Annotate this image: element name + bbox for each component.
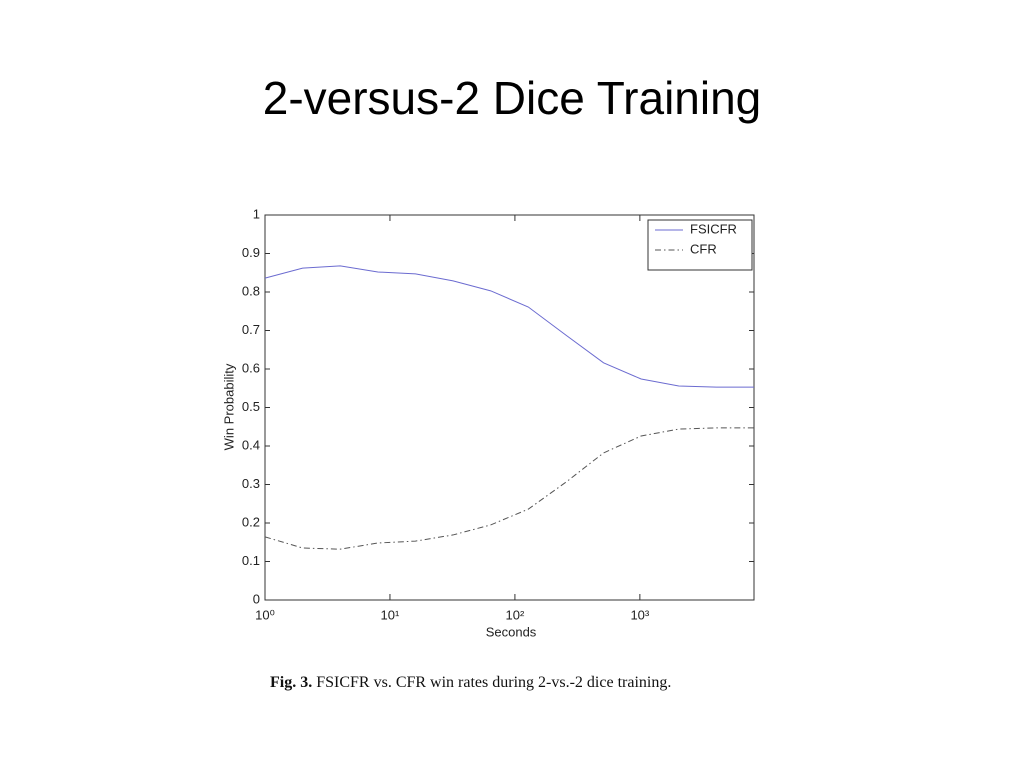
caption-text: FSICFR vs. CFR win rates during 2-vs.-2 …: [316, 674, 671, 691]
x-tick-label: 10¹: [381, 607, 400, 622]
series-line: [264, 265, 754, 388]
series-line: [264, 427, 754, 550]
x-axis-label: Seconds: [486, 624, 537, 639]
legend-label: FSICFR: [690, 221, 737, 236]
legend-label: CFR: [690, 241, 717, 256]
y-tick-label: 0.3: [242, 476, 260, 491]
y-tick-label: 0.9: [242, 245, 260, 260]
y-tick-label: 0.8: [242, 283, 260, 298]
y-tick-label: 0.4: [242, 437, 260, 452]
x-tick-label: 10²: [506, 607, 525, 622]
caption: Fig. 3. FSICFR vs. CFR win rates during …: [270, 674, 671, 691]
y-tick-label: 1: [253, 206, 260, 221]
plot-frame: [264, 214, 755, 601]
x-tick-label: 10⁰: [255, 607, 275, 622]
legend-box: [647, 219, 753, 271]
x-tick-label: 10³: [630, 607, 649, 622]
y-axis-label: Win Probability: [221, 363, 236, 450]
y-tick-label: 0.5: [242, 399, 260, 414]
y-tick-label: 0.2: [242, 514, 260, 529]
caption-label: Fig. 3.: [270, 674, 312, 691]
y-tick-label: 0.7: [242, 322, 260, 337]
y-tick-label: 0.6: [242, 360, 260, 375]
y-tick-label: 0.1: [242, 553, 260, 568]
slide-title: 2-versus-2 Dice Training: [263, 72, 762, 124]
y-tick-label: 0: [253, 591, 260, 606]
